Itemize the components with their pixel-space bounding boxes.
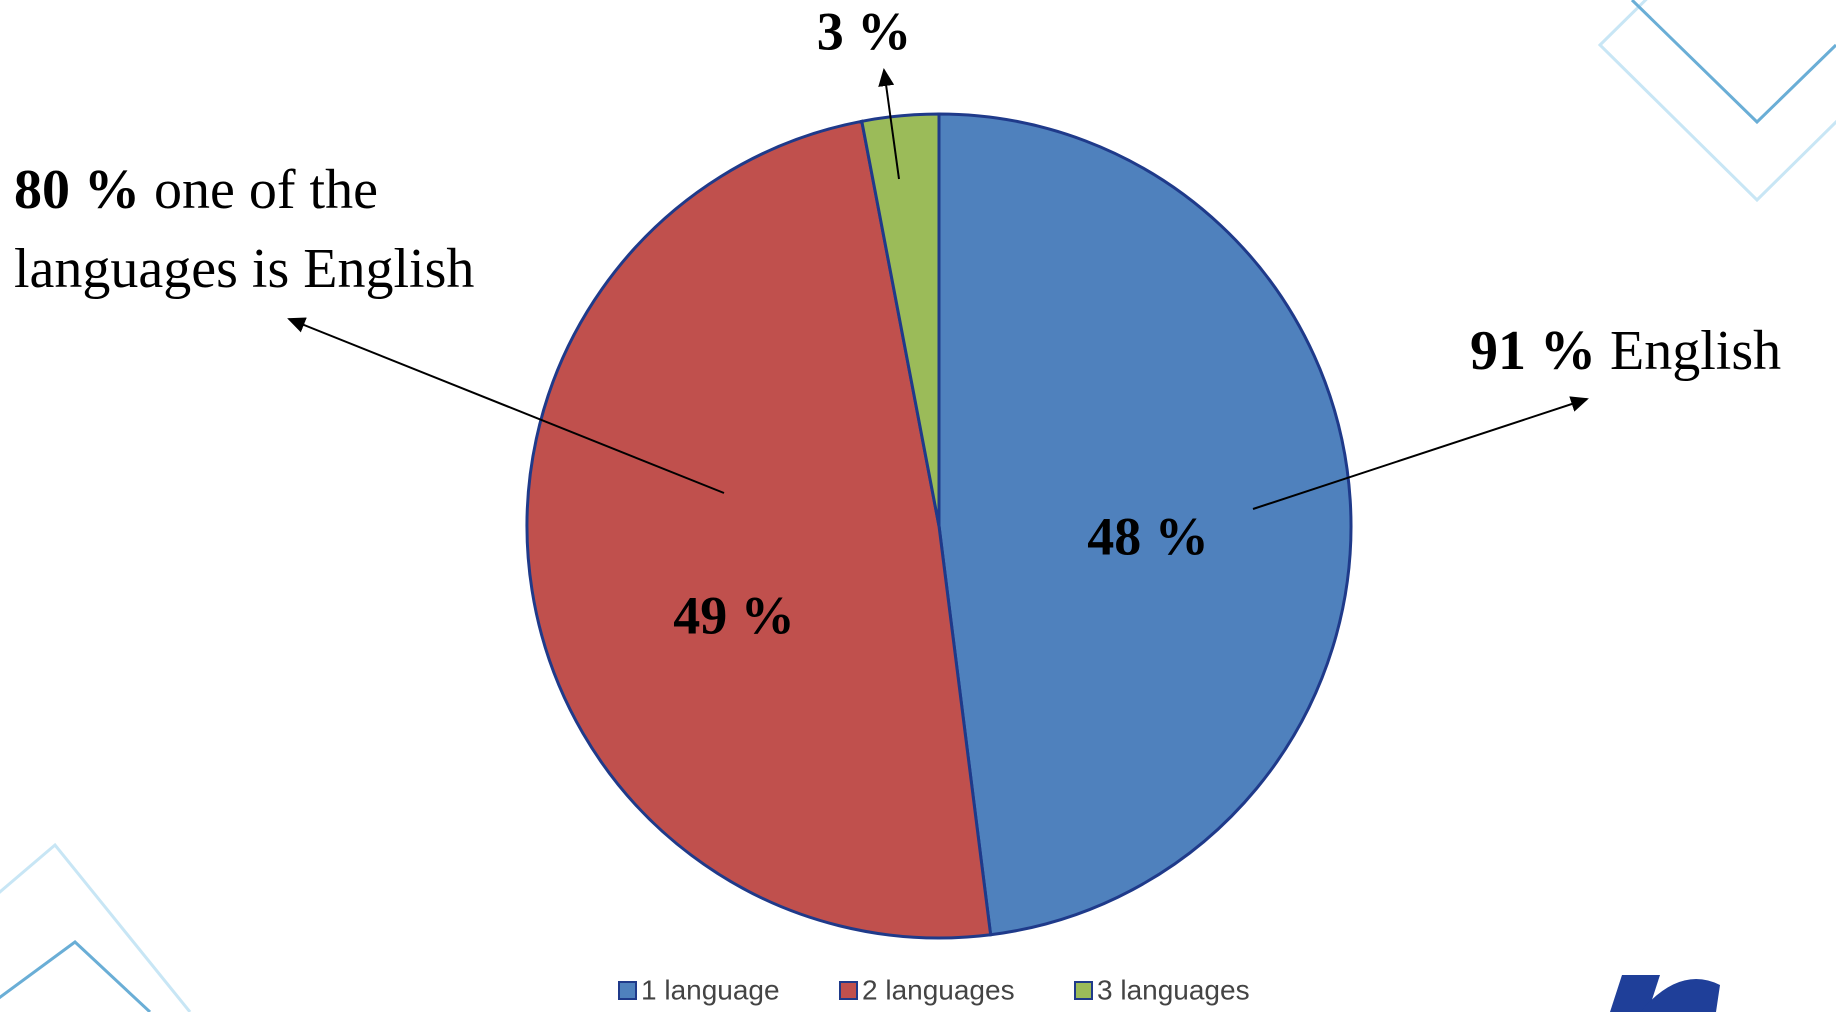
legend-swatch xyxy=(839,981,858,1000)
legend-label: 2 languages xyxy=(862,974,1015,1005)
data-label: 49 % xyxy=(673,585,795,645)
annotation: 91 % English xyxy=(1470,320,1781,382)
legend-swatch xyxy=(618,981,637,1000)
pie-slice xyxy=(937,112,1353,937)
annotation: 80 % one of the xyxy=(14,159,378,221)
annotation-text: English xyxy=(1610,320,1781,382)
arrow xyxy=(287,317,725,494)
pie-slice xyxy=(860,112,941,527)
data-label: 48 % xyxy=(1087,506,1209,566)
annotation-text: languages is English xyxy=(14,238,474,300)
arrow xyxy=(1252,396,1589,510)
annotation-bold: 80 % xyxy=(14,159,140,221)
data-label: 3 % xyxy=(817,1,912,61)
annotation-bold: 91 % xyxy=(1470,320,1596,382)
arrow xyxy=(878,68,900,180)
annotation-text: one of the xyxy=(154,159,378,221)
pie-slice xyxy=(525,119,993,940)
legend-label: 1 language xyxy=(641,974,780,1005)
legend-label: 3 languages xyxy=(1097,974,1250,1005)
legend-swatch xyxy=(1074,981,1093,1000)
